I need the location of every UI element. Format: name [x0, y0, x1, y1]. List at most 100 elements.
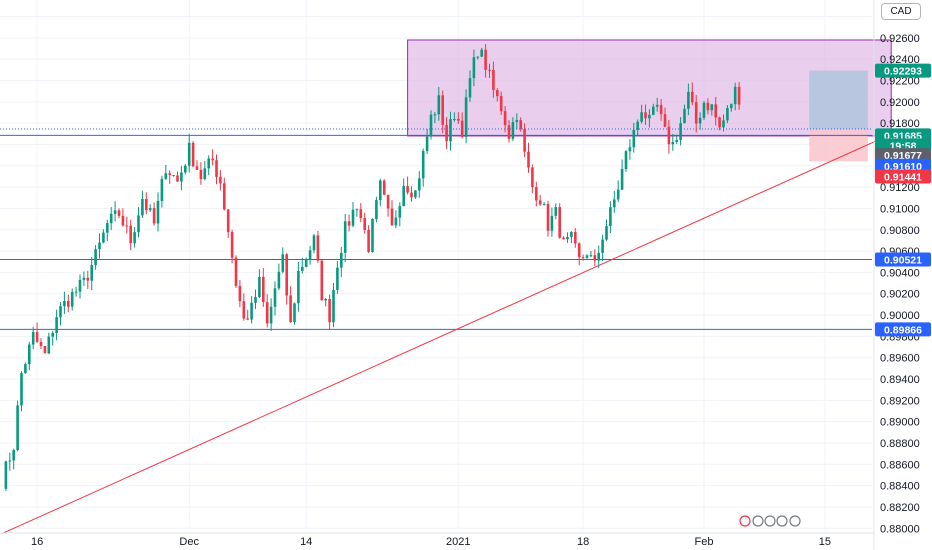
candle-body — [418, 178, 421, 191]
candle-body — [558, 207, 561, 238]
candle-body — [156, 200, 160, 224]
candle-body — [168, 173, 171, 175]
candle-body — [601, 239, 604, 253]
price-tick-label: 0.92400 — [880, 54, 920, 66]
candle-body — [375, 200, 378, 220]
price-tick-label: 0.91200 — [880, 182, 920, 194]
price-tick-label: 0.92000 — [880, 97, 920, 109]
candle-body — [386, 194, 390, 209]
price-tag-label: 0.91441 — [884, 171, 922, 183]
drawing-boxes[interactable] — [407, 39, 892, 162]
candle-body — [312, 235, 316, 251]
candle-body — [238, 285, 242, 302]
candle-body — [320, 260, 324, 301]
candle-body — [421, 151, 425, 179]
price-tick-label: 0.90400 — [880, 267, 920, 279]
candle-body — [675, 140, 678, 142]
candle-body — [535, 187, 538, 201]
candle-body — [184, 165, 187, 173]
time-axis[interactable]: 16 Dec 14 2021 18 Feb 15 — [0, 532, 874, 548]
price-tag-label: 0.89866 — [884, 324, 922, 336]
candle-body — [223, 183, 226, 210]
candle-body — [328, 298, 331, 323]
price-tag-label: 0.90521 — [884, 255, 922, 267]
candle-body — [43, 346, 47, 354]
candle-body — [737, 86, 741, 105]
candle-body — [187, 142, 191, 166]
price-tick-label: 0.90800 — [880, 225, 920, 237]
candle-body — [47, 336, 51, 354]
price-tag: 0.91441 — [875, 169, 931, 184]
candle-body — [234, 257, 238, 286]
candle-body — [199, 169, 203, 180]
currency-button[interactable]: CAD — [881, 3, 921, 20]
candle-body — [226, 209, 230, 233]
candle-body — [230, 232, 234, 258]
candle-body — [581, 257, 585, 259]
candle-body — [63, 301, 66, 307]
candle-body — [215, 160, 218, 177]
candle-body — [308, 250, 312, 260]
candle-body — [4, 461, 8, 489]
candle-body — [620, 169, 624, 190]
candle-body — [117, 210, 121, 216]
candle-body — [566, 236, 569, 240]
candle-body — [31, 332, 35, 345]
candle-body — [659, 104, 663, 115]
time-tick-label: 2021 — [446, 536, 470, 548]
candle-body — [691, 91, 694, 103]
candle-body — [141, 198, 144, 216]
candle-body — [211, 158, 214, 161]
candle-body — [207, 158, 210, 169]
time-tick-label: 18 — [577, 536, 589, 548]
time-tick-label: Feb — [695, 536, 714, 548]
candle-body — [726, 108, 729, 121]
candle-body — [453, 118, 456, 120]
candle-body — [406, 186, 409, 193]
candle-body — [605, 226, 608, 240]
candle-body — [613, 199, 616, 208]
candle-body — [297, 270, 300, 304]
candle-body — [273, 288, 277, 307]
candle-body — [648, 114, 651, 119]
candle-body — [433, 114, 437, 116]
candle-body — [125, 225, 129, 227]
candle-body — [609, 207, 612, 227]
candle-body — [663, 114, 667, 127]
price-tick-label: 0.91800 — [880, 118, 920, 130]
time-tick-label: 14 — [300, 536, 312, 548]
candle-body — [70, 291, 74, 307]
candle-body — [176, 175, 179, 182]
candle-body — [277, 271, 281, 289]
candle-body — [718, 117, 721, 128]
candle-body — [402, 186, 405, 207]
candle-body — [722, 120, 725, 128]
candle-body — [82, 277, 86, 280]
candle-body — [363, 218, 366, 230]
candle-body — [496, 90, 499, 97]
price-axis[interactable]: 0.88000 0.88200 0.88400 0.88600 0.88800 0.890… — [873, 0, 920, 550]
candle-body — [574, 232, 577, 244]
candle-body — [488, 69, 491, 71]
candle-body — [39, 342, 43, 347]
horizontal-lines[interactable] — [0, 128, 872, 330]
candle-body — [476, 56, 480, 58]
time-tick-label: Dec — [179, 536, 199, 548]
candle-body — [414, 190, 417, 198]
candle-body — [246, 318, 249, 320]
candle-body — [180, 172, 183, 182]
price-tick-label: 0.89000 — [880, 417, 920, 429]
candle-body — [78, 279, 82, 292]
candle-body — [102, 232, 105, 243]
candle-body — [129, 225, 132, 244]
candle-body — [531, 167, 534, 188]
event-markers[interactable] — [739, 515, 801, 527]
candle-body — [340, 252, 343, 268]
candle-body — [503, 111, 507, 126]
candle-body — [219, 176, 222, 184]
candle-body — [480, 49, 483, 57]
price-tag-box — [875, 148, 931, 163]
trendline[interactable] — [1, 130, 900, 535]
candle-body — [652, 106, 655, 115]
